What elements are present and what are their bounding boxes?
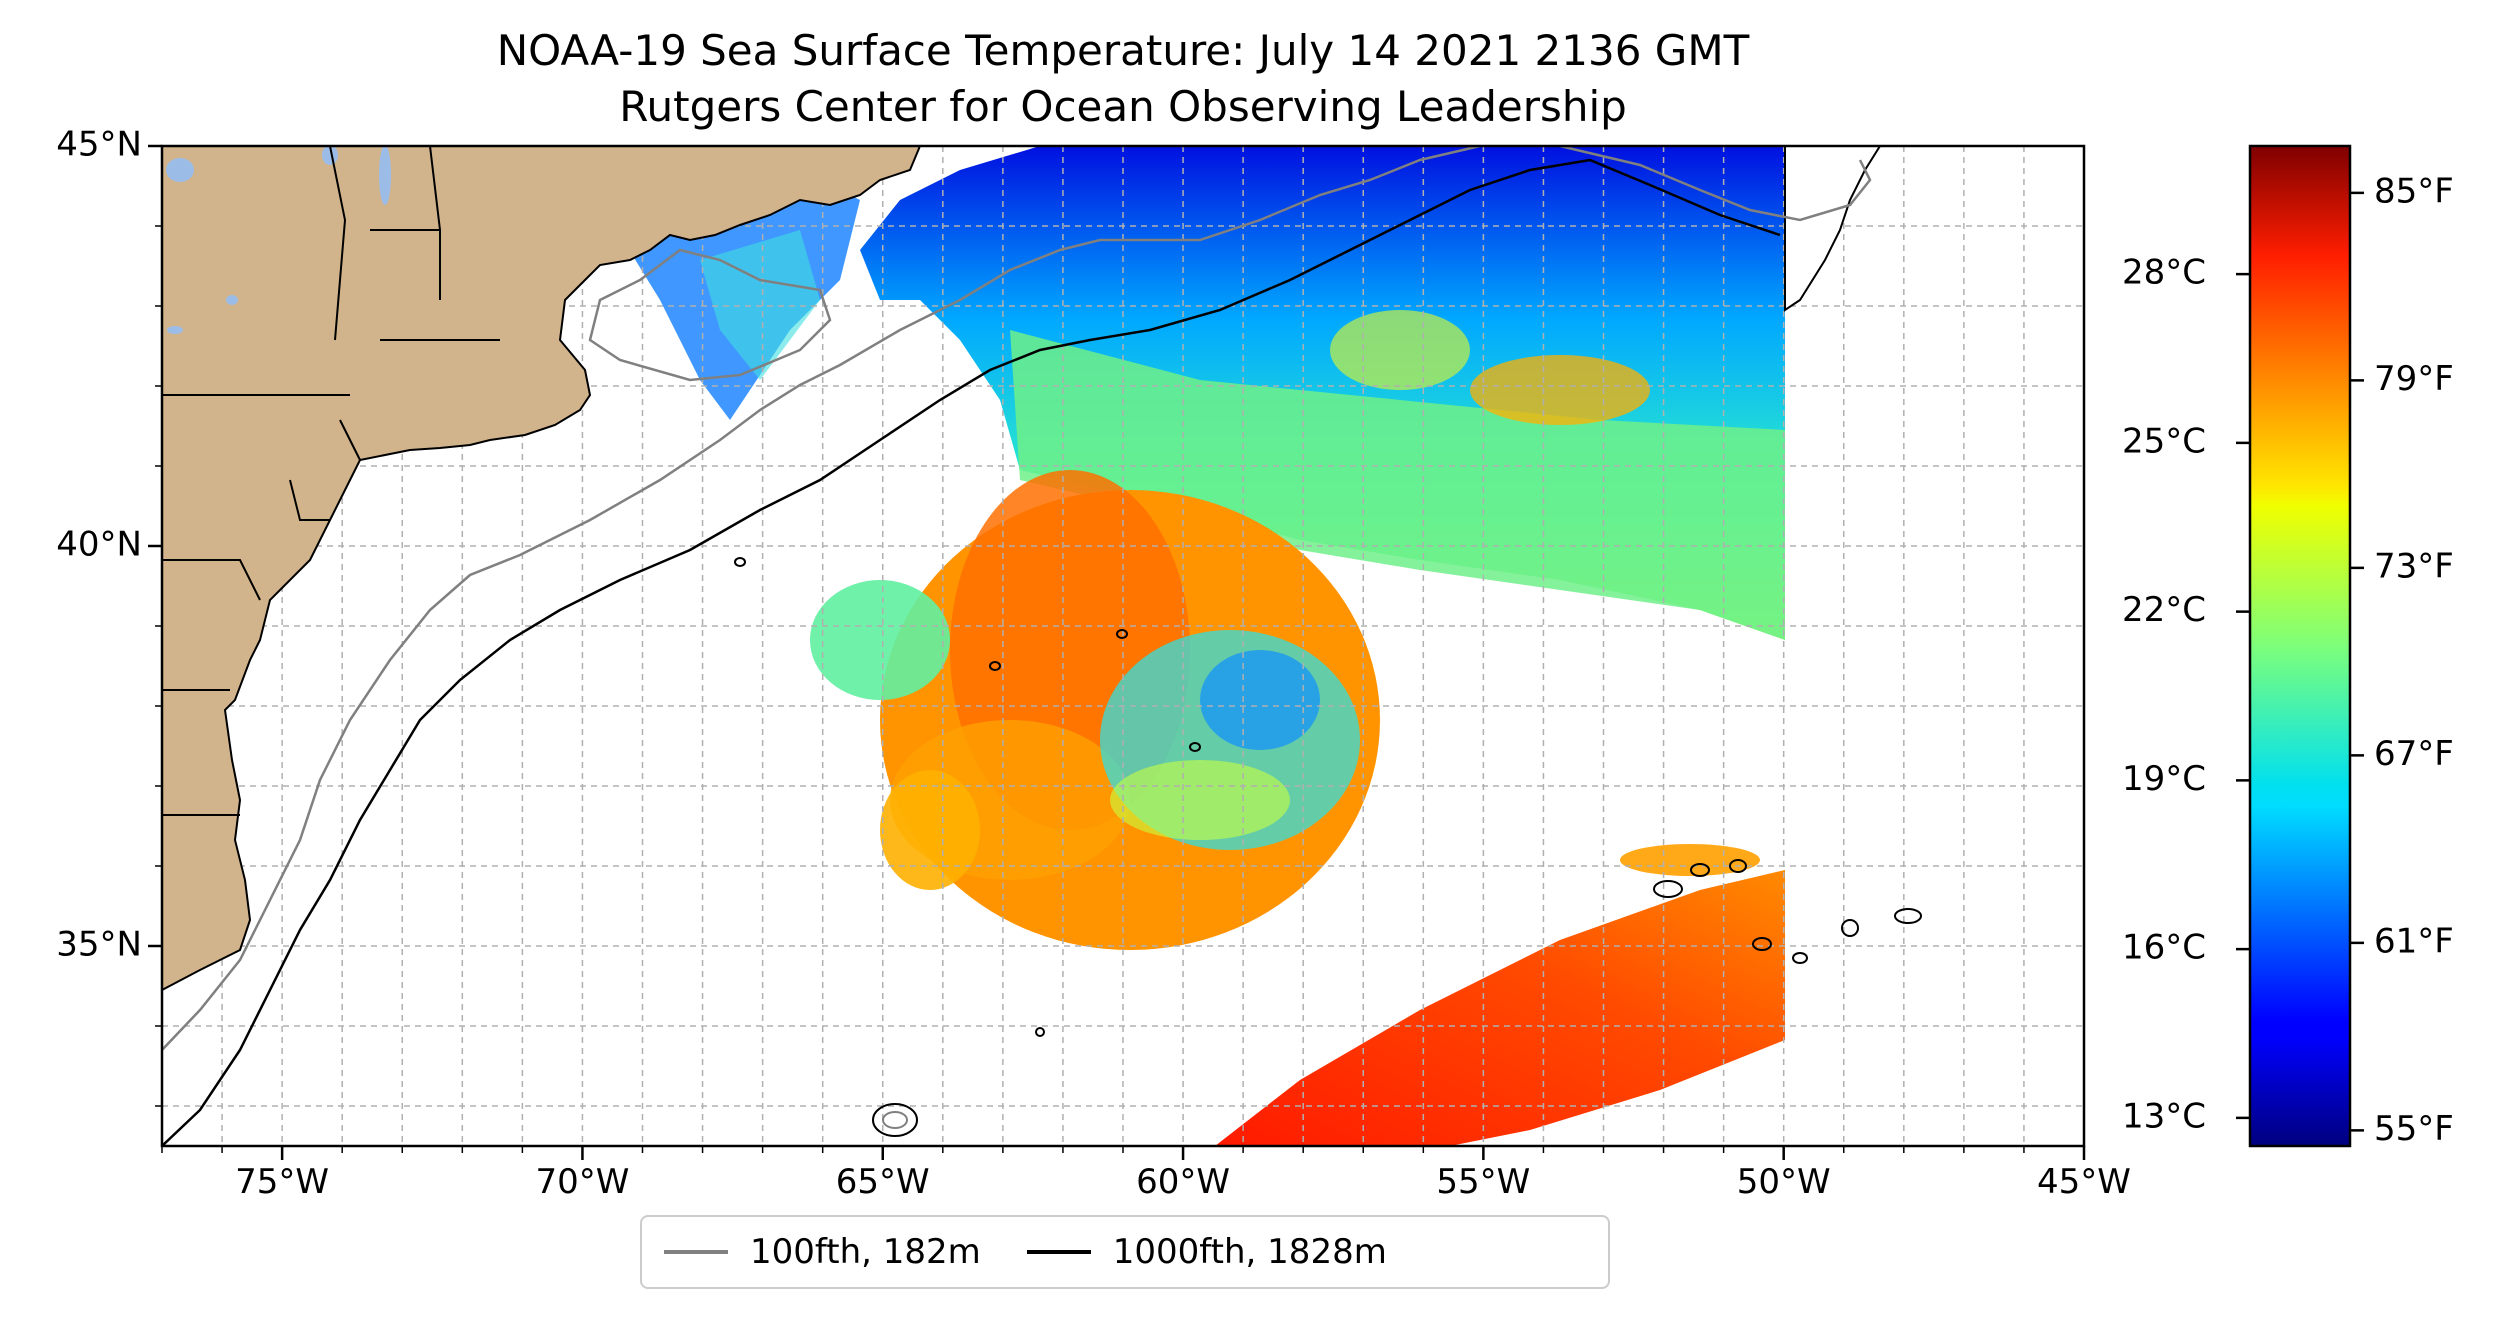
axis-ticks: 75°W 70°W 65°W 60°W 55°W 50°W 45°W 45°N 40°N 35°N xyxy=(56,125,2131,1202)
cb-label-c: 13°C xyxy=(2122,1096,2206,1136)
seamount-contours xyxy=(734,557,1922,1137)
lon-tick-label: 50°W xyxy=(1737,1162,1831,1202)
cb-label-f: 55°F xyxy=(2374,1109,2454,1149)
colorbar-ticks: 85°F 79°F 73°F 67°F 61°F 55°F 28°C 25°C 22°C 19°C… xyxy=(2122,171,2454,1149)
lat-tick-label: 35°N xyxy=(56,925,142,965)
legend-item-1000fth: 1000fth, 1828m xyxy=(1026,1232,1387,1272)
cb-label-c: 25°C xyxy=(2122,421,2206,461)
lat-tick-label: 45°N xyxy=(56,125,142,165)
cb-label-c: 28°C xyxy=(2122,253,2206,293)
lakes xyxy=(166,146,391,334)
cb-label-c: 16°C xyxy=(2122,928,2206,968)
sst-southern-warm-band xyxy=(1215,870,1785,1146)
contour-legend: 100fth, 182m 1000fth, 1828m xyxy=(640,1215,1610,1289)
legend-label-100fth: 100fth, 182m xyxy=(750,1232,981,1272)
lon-tick-label: 75°W xyxy=(235,1162,329,1202)
cb-label-f: 85°F xyxy=(2374,171,2454,211)
sst-warm-filament xyxy=(1470,355,1650,425)
lon-tick-label: 60°W xyxy=(1136,1162,1230,1202)
legend-swatch-100fth xyxy=(664,1250,728,1254)
cb-label-f: 61°F xyxy=(2374,921,2454,961)
lon-tick-label: 45°W xyxy=(2037,1162,2131,1202)
gridlines xyxy=(162,146,2084,1146)
lon-tick-label: 65°W xyxy=(836,1162,930,1202)
colorbar xyxy=(2248,144,2352,1148)
cb-label-f: 79°F xyxy=(2374,359,2454,399)
sst-data-layer xyxy=(620,146,1785,1146)
cb-label-c: 19°C xyxy=(2122,759,2206,799)
sst-slope-band xyxy=(1010,330,1785,640)
land-nova-scotia xyxy=(1784,146,1882,312)
legend-item-100fth: 100fth, 182m xyxy=(664,1232,981,1272)
legend-swatch-1000fth xyxy=(1026,1250,1091,1254)
map-subtitle: Rutgers Center for Ocean Observing Leade… xyxy=(619,82,1627,131)
isobath-100fth xyxy=(162,146,1872,1051)
cb-label-f: 67°F xyxy=(2374,734,2454,774)
lon-tick-label: 55°W xyxy=(1436,1162,1530,1202)
isobath-1000fth xyxy=(162,158,1781,1146)
cb-label-c: 22°C xyxy=(2122,590,2206,630)
land-north-america xyxy=(162,146,922,992)
map-title: NOAA-19 Sea Surface Temperature: July 14… xyxy=(496,26,1750,75)
legend-label-1000fth: 1000fth, 1828m xyxy=(1112,1232,1387,1272)
state-borders xyxy=(162,146,500,816)
lon-tick-label: 70°W xyxy=(535,1162,629,1202)
cb-label-f: 73°F xyxy=(2374,546,2454,586)
lat-tick-label: 40°N xyxy=(56,525,142,565)
